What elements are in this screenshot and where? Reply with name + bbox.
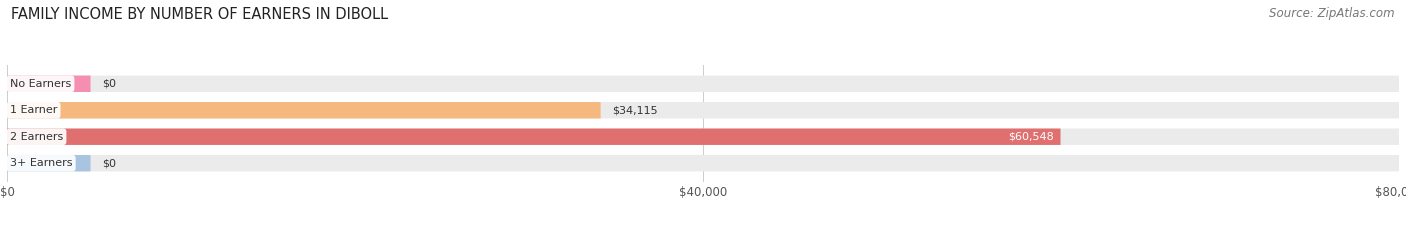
Text: $0: $0 bbox=[101, 158, 115, 168]
FancyBboxPatch shape bbox=[7, 155, 90, 171]
Text: No Earners: No Earners bbox=[10, 79, 72, 89]
FancyBboxPatch shape bbox=[7, 75, 90, 92]
FancyBboxPatch shape bbox=[7, 75, 1399, 92]
FancyBboxPatch shape bbox=[7, 155, 1399, 171]
Text: $60,548: $60,548 bbox=[1008, 132, 1053, 142]
Text: 1 Earner: 1 Earner bbox=[10, 105, 58, 115]
FancyBboxPatch shape bbox=[7, 129, 1060, 145]
Text: 3+ Earners: 3+ Earners bbox=[10, 158, 72, 168]
Text: $34,115: $34,115 bbox=[612, 105, 658, 115]
Text: Source: ZipAtlas.com: Source: ZipAtlas.com bbox=[1270, 7, 1395, 20]
FancyBboxPatch shape bbox=[7, 102, 600, 118]
Text: 2 Earners: 2 Earners bbox=[10, 132, 63, 142]
Text: FAMILY INCOME BY NUMBER OF EARNERS IN DIBOLL: FAMILY INCOME BY NUMBER OF EARNERS IN DI… bbox=[11, 7, 388, 22]
FancyBboxPatch shape bbox=[7, 102, 1399, 118]
FancyBboxPatch shape bbox=[7, 129, 1399, 145]
Text: $0: $0 bbox=[101, 79, 115, 89]
